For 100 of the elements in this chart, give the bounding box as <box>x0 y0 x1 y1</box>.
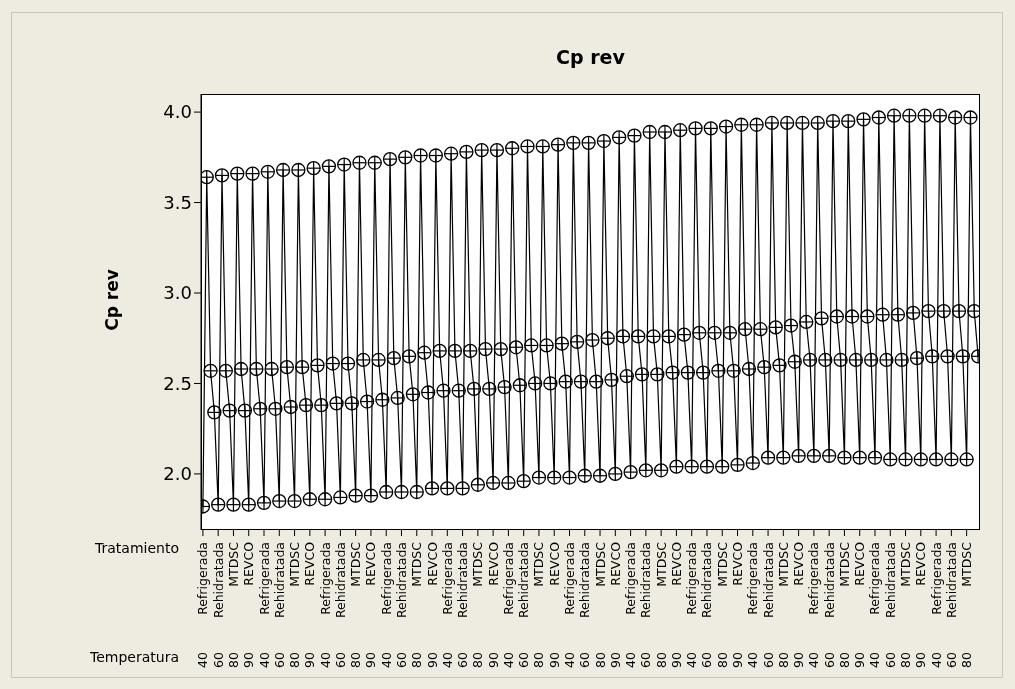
category-label: Rehidratada <box>943 542 959 619</box>
category-label: 80 <box>959 652 975 668</box>
category-label: REVCO <box>852 542 868 586</box>
category-label: 60 <box>332 652 348 668</box>
category-label: REVCO <box>302 542 318 586</box>
category-label: Rehidratada <box>577 542 593 619</box>
category-label: 90 <box>485 652 501 668</box>
category-label: 60 <box>577 652 593 668</box>
category-label: 90 <box>546 652 562 668</box>
category-label: REVCO <box>913 542 929 586</box>
chart-title: Cp rev <box>555 46 626 68</box>
category-label: REVCO <box>668 542 684 586</box>
category-label: 40 <box>317 652 333 668</box>
category-label: 40 <box>928 652 944 668</box>
category-label: 40 <box>623 652 639 668</box>
category-label: 90 <box>791 652 807 668</box>
category-label: 90 <box>607 652 623 668</box>
category-label: 90 <box>363 652 379 668</box>
category-label: 40 <box>256 652 272 668</box>
category-label: Refrigerada <box>256 542 272 615</box>
category-label: Rehidratada <box>821 542 837 619</box>
category-label: 60 <box>516 652 532 668</box>
category-label: 40 <box>439 652 455 668</box>
category-label: Rehidratada <box>516 542 532 619</box>
category-label: REVCO <box>546 542 562 586</box>
y-tick-label: 4.0 <box>163 101 192 123</box>
category-label: 80 <box>531 652 547 668</box>
category-label: Refrigerada <box>745 542 761 615</box>
y-tick-label: 2.5 <box>163 372 192 394</box>
category-label: 90 <box>241 652 257 668</box>
category-label: MTDSC <box>531 542 547 587</box>
category-label: 60 <box>821 652 837 668</box>
category-label: Rehidratada <box>455 542 471 619</box>
category-label: REVCO <box>363 542 379 586</box>
category-label: 80 <box>225 652 241 668</box>
category-label: 80 <box>287 652 303 668</box>
category-label: REVCO <box>791 542 807 586</box>
category-label: MTDSC <box>470 542 486 587</box>
category-label: 60 <box>638 652 654 668</box>
category-label: 60 <box>943 652 959 668</box>
category-label: Refrigerada <box>562 542 577 615</box>
category-label: 90 <box>852 652 868 668</box>
category-label: 80 <box>775 652 791 668</box>
category-label: 80 <box>470 652 486 668</box>
category-label: 90 <box>913 652 929 668</box>
category-label: Refrigerada <box>317 542 333 615</box>
category-label: MTDSC <box>409 542 425 587</box>
category-label: Rehidratada <box>271 542 287 619</box>
category-label: MTDSC <box>775 542 791 587</box>
category-label: Refrigerada <box>439 542 455 615</box>
category-label: 90 <box>302 652 318 668</box>
category-label: 90 <box>668 652 684 668</box>
category-label: 80 <box>653 652 669 668</box>
category-label: Rehidratada <box>210 542 226 619</box>
text: Temperatura <box>90 649 179 665</box>
category-label: Rehidratada <box>332 542 348 619</box>
category-label: 80 <box>348 652 364 668</box>
category-label: 60 <box>271 652 287 668</box>
category-label: Refrigerada <box>867 542 883 615</box>
category-label: MTDSC <box>225 542 241 587</box>
y-tick-label: 2.0 <box>163 463 192 485</box>
category-label: 90 <box>424 652 440 668</box>
category-label: 40 <box>195 652 211 668</box>
category-label: 60 <box>393 652 409 668</box>
category-label: 80 <box>409 652 425 668</box>
category-label: MTDSC <box>348 542 364 587</box>
category-label: Refrigerada <box>500 542 516 615</box>
category-label: MTDSC <box>592 542 608 587</box>
category-label: Refrigerada <box>378 542 394 615</box>
category-label: REVCO <box>241 542 257 586</box>
category-label: Refrigerada <box>623 542 639 615</box>
category-label: 40 <box>745 652 761 668</box>
category-label: 90 <box>730 652 746 668</box>
y-tick-label: 3.0 <box>163 282 192 304</box>
category-label: 40 <box>500 652 516 668</box>
category-label: 80 <box>714 652 730 668</box>
category-label: MTDSC <box>653 542 669 587</box>
category-label: 80 <box>836 652 852 668</box>
category-label: Refrigerada <box>928 542 944 615</box>
category-label: REVCO <box>730 542 746 586</box>
y-tick-label: 3.5 <box>163 191 192 213</box>
category-label: REVCO <box>607 542 623 586</box>
category-label: 40 <box>562 652 577 668</box>
category-label: Rehidratada <box>882 542 898 619</box>
category-label: REVCO <box>424 542 440 586</box>
category-label: 80 <box>592 652 608 668</box>
category-label: MTDSC <box>714 542 730 587</box>
category-label: MTDSC <box>836 542 852 587</box>
text: Tratamiento <box>95 540 179 556</box>
category-label: MTDSC <box>287 542 303 587</box>
category-label: 40 <box>378 652 394 668</box>
category-label: 60 <box>882 652 898 668</box>
category-label: MTDSC <box>898 542 914 587</box>
category-label: 60 <box>210 652 226 668</box>
category-label: Rehidratada <box>638 542 654 619</box>
category-label: MTDSC <box>959 542 975 587</box>
category-label: 80 <box>898 652 914 668</box>
category-label: Refrigerada <box>684 542 700 615</box>
category-label: Rehidratada <box>699 542 715 619</box>
category-label: 40 <box>806 652 822 668</box>
